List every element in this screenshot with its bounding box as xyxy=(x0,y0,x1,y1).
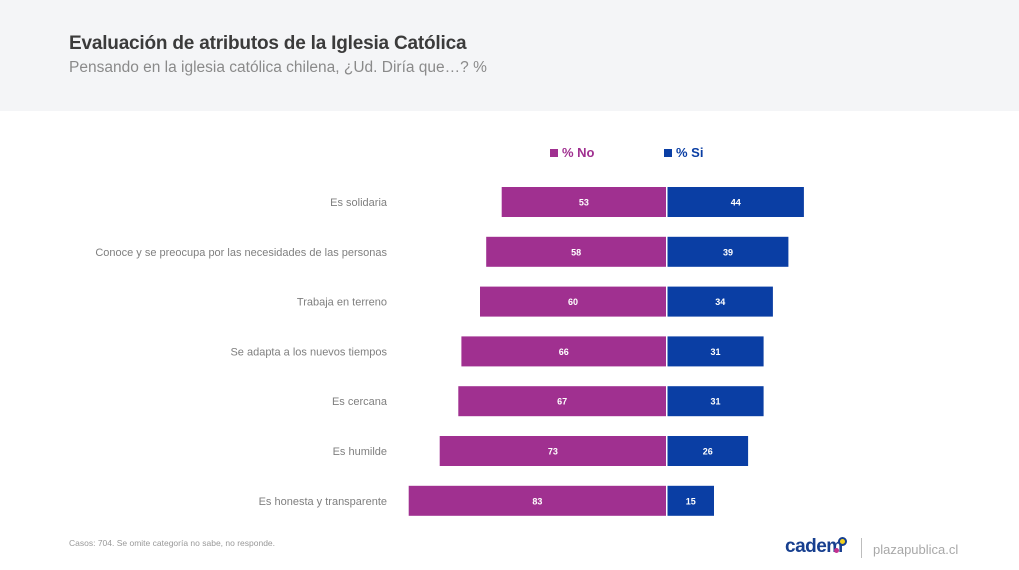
bar-row: Es honesta y transparente 83 15 xyxy=(259,485,714,516)
cadem-logo-dot-icon xyxy=(838,537,847,546)
data-label-si: 31 xyxy=(711,347,721,357)
data-label-no: 58 xyxy=(571,247,581,257)
legend-label-no: % No xyxy=(562,145,595,160)
data-label-no: 83 xyxy=(532,496,542,506)
bar-no xyxy=(408,485,666,516)
data-label-si: 31 xyxy=(711,397,721,407)
legend-swatch-no xyxy=(550,148,558,157)
bar-si xyxy=(667,286,773,317)
category-label: Conoce y se preocupa por las necesidades… xyxy=(95,247,387,259)
bar-no xyxy=(458,386,666,417)
data-label-no: 66 xyxy=(559,347,569,357)
cadem-logo: cadem xyxy=(785,536,843,557)
bar-no xyxy=(439,436,666,466)
legend-label-si: % Si xyxy=(676,145,704,160)
legend-item-si: % Si xyxy=(664,145,703,160)
footer-divider xyxy=(861,538,862,558)
category-label: Es humilde xyxy=(333,446,387,458)
bar-si xyxy=(667,485,714,516)
data-label-si: 34 xyxy=(715,297,725,307)
bar-row: Es humilde 73 26 xyxy=(333,436,749,466)
page-subtitle: Pensando en la iglesia católica chilena,… xyxy=(69,59,487,76)
bar-no xyxy=(461,336,666,367)
bar-row: Trabaja en terreno 60 34 xyxy=(297,286,773,317)
bar-no xyxy=(501,187,666,217)
bar-row: Es solidaria 53 44 xyxy=(330,187,804,217)
page-title: Evaluación de atributos de la Iglesia Ca… xyxy=(69,33,467,54)
data-label-si: 26 xyxy=(703,447,713,457)
bar-row: Es cercana 67 31 xyxy=(332,386,764,417)
header-band: Evaluación de atributos de la Iglesia Ca… xyxy=(0,0,1019,111)
category-label: Es cercana xyxy=(332,396,388,408)
data-label-si: 44 xyxy=(731,198,741,208)
data-label-no: 53 xyxy=(579,198,589,208)
data-label-no: 60 xyxy=(568,297,578,307)
category-label: Trabaja en terreno xyxy=(297,297,387,309)
data-label-si: 15 xyxy=(686,496,696,506)
bar-si xyxy=(667,236,789,267)
data-label-no: 73 xyxy=(548,447,558,457)
bar-si xyxy=(667,187,804,217)
bar-no xyxy=(480,286,666,317)
category-label: Se adapta a los nuevos tiempos xyxy=(230,346,387,358)
site-link[interactable]: plazapublica.cl xyxy=(873,542,959,557)
footnote: Casos: 704. Se omite categoría no sabe, … xyxy=(69,538,276,548)
bar-row: Se adapta a los nuevos tiempos 66 31 xyxy=(230,336,764,367)
category-label: Es solidaria xyxy=(330,197,388,209)
bar-si xyxy=(667,336,764,367)
legend-swatch-si xyxy=(664,148,672,157)
bar-row: Conoce y se preocupa por las necesidades… xyxy=(95,236,789,267)
bar-si xyxy=(667,386,764,417)
cadem-logo-small-dot-icon xyxy=(834,548,839,553)
data-label-no: 67 xyxy=(557,397,567,407)
bar-no xyxy=(486,236,666,267)
legend-item-no: % No xyxy=(550,145,595,160)
data-label-si: 39 xyxy=(723,247,733,257)
bar-si xyxy=(667,436,749,466)
category-label: Es honesta y transparente xyxy=(259,496,387,508)
